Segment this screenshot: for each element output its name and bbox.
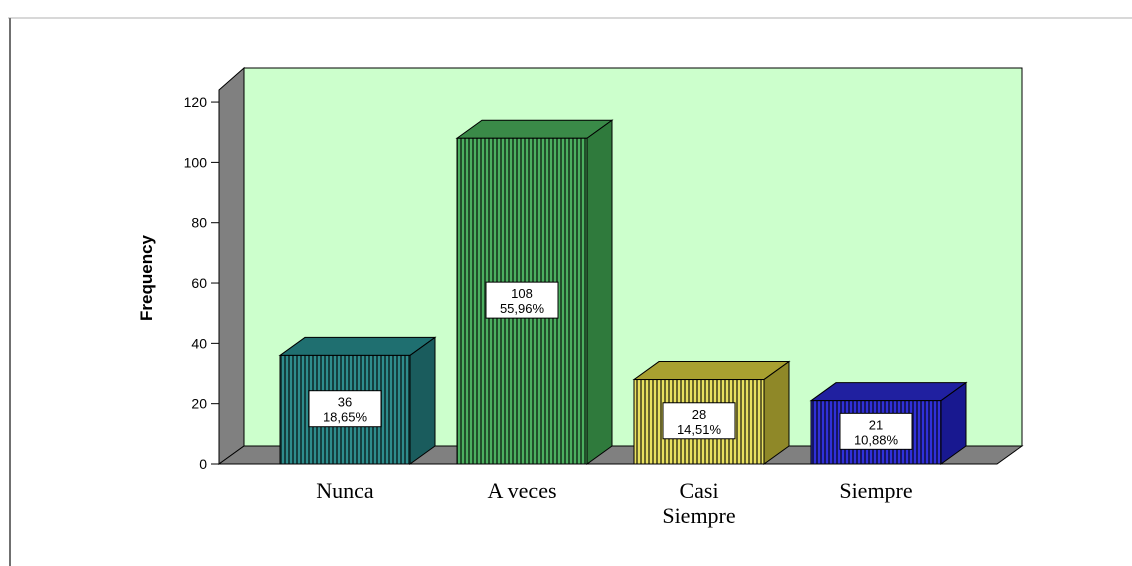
x-tick-label: Siempre: [839, 478, 912, 503]
data-label-percent: 10,88%: [854, 432, 899, 447]
data-label-value: 36: [338, 395, 352, 410]
bar-side-face: [586, 119, 613, 465]
data-label-box: [308, 390, 382, 428]
left-wall: [218, 66, 245, 465]
y-tick-label: 60: [191, 275, 207, 291]
x-tick-label: A veces: [487, 478, 556, 503]
data-label-value: 28: [692, 407, 706, 422]
bar-top-face: [455, 119, 614, 139]
data-label-value: 21: [869, 417, 883, 432]
y-tick-label: 80: [191, 215, 207, 231]
bar-side-face: [409, 336, 436, 465]
data-label-percent: 55,96%: [500, 301, 545, 316]
y-tick-label: 0: [199, 456, 207, 472]
bar-side-face: [763, 360, 790, 465]
y-tick-label: 120: [184, 94, 208, 110]
bar-top-face: [632, 361, 791, 381]
bar-top-face: [278, 336, 437, 356]
y-tick-label: 20: [191, 396, 207, 412]
y-axis-ticks: 0 20 40 60 80 100 120: [184, 94, 219, 472]
bar-top-face: [809, 382, 968, 402]
data-label-box: [485, 281, 559, 319]
y-tick-label: 40: [191, 335, 207, 351]
y-tick-label: 100: [184, 154, 208, 170]
data-label-box: [839, 412, 913, 450]
data-label-box: [662, 402, 736, 440]
data-label-percent: 18,65%: [323, 410, 368, 425]
x-tick-label: Siempre: [662, 503, 735, 528]
y-axis-label: Frequency: [137, 234, 156, 321]
data-label-value: 108: [511, 286, 533, 301]
x-tick-label: Nunca: [316, 478, 374, 503]
data-label-percent: 14,51%: [677, 422, 722, 437]
x-tick-label: Casi: [679, 478, 718, 503]
